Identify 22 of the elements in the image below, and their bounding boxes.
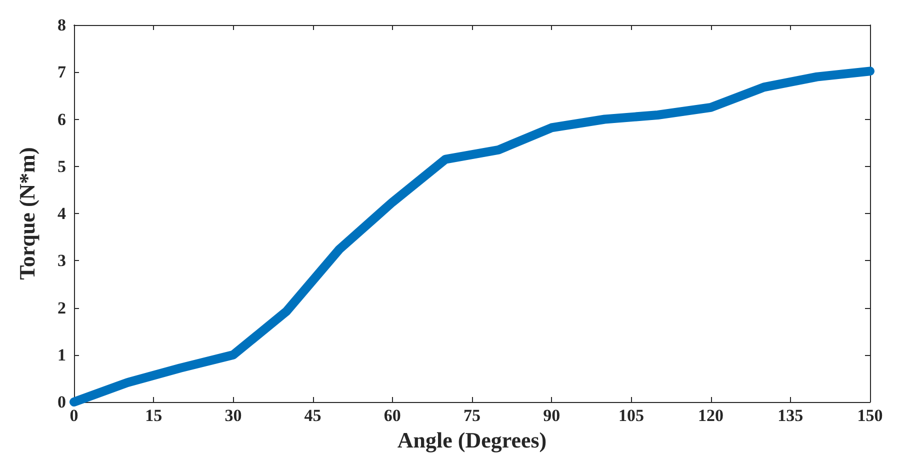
x-tick-label: 60 — [384, 406, 401, 425]
y-tick-label: 5 — [58, 156, 66, 176]
x-tick-label: 150 — [857, 406, 883, 425]
x-tick-label: 90 — [543, 406, 560, 425]
x-tick-label: 135 — [778, 406, 804, 425]
x-tick-label: 0 — [70, 406, 78, 425]
y-tick-label: 6 — [58, 110, 66, 129]
x-axis-title: Angle (Degrees) — [397, 427, 547, 452]
y-tick-label: 7 — [58, 62, 66, 82]
y-tick-label: 2 — [58, 298, 66, 318]
x-tick-label: 120 — [698, 406, 724, 425]
x-tick-label: 105 — [618, 406, 644, 425]
y-tick-label: 8 — [58, 16, 66, 34]
y-axis-title: Torque (N*m) — [14, 147, 40, 280]
x-tick-label: 30 — [224, 406, 242, 425]
x-tick-label: 15 — [145, 406, 162, 425]
y-tick-label: 0 — [58, 392, 66, 412]
y-tick-label: 3 — [58, 251, 66, 270]
x-tick-label: 45 — [304, 406, 322, 425]
y-tick-label: 1 — [58, 345, 66, 364]
x-tick-label: 75 — [464, 406, 480, 425]
y-tick-label: 4 — [58, 204, 66, 223]
